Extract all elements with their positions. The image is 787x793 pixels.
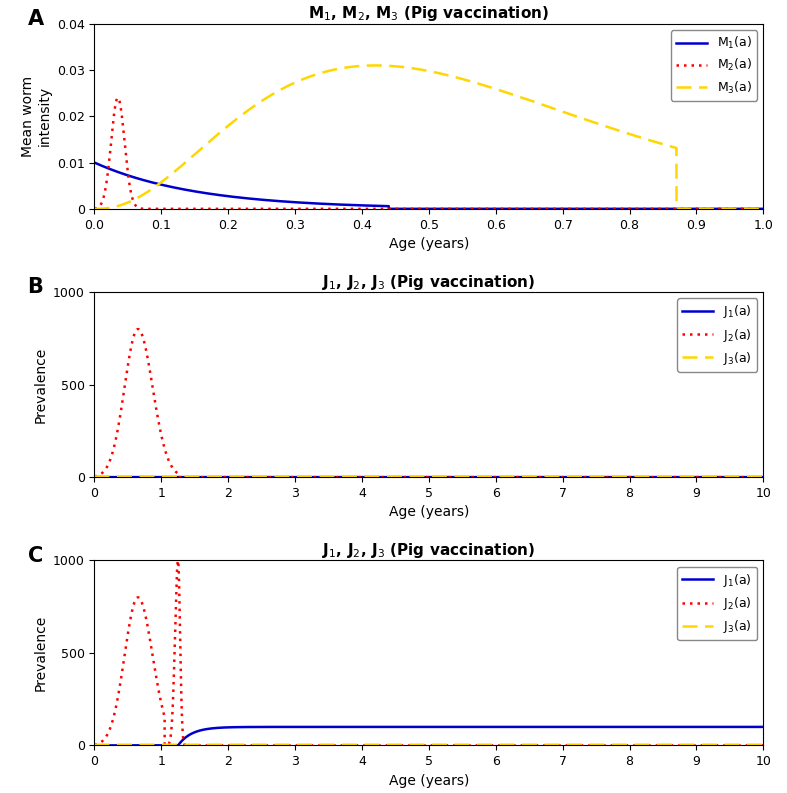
Legend: J$_1$(a), J$_2$(a), J$_3$(a): J$_1$(a), J$_2$(a), J$_3$(a) xyxy=(677,298,757,372)
Y-axis label: Prevalence: Prevalence xyxy=(33,347,47,423)
Text: B: B xyxy=(28,278,43,297)
Legend: M$_1$(a), M$_2$(a), M$_3$(a): M$_1$(a), M$_2$(a), M$_3$(a) xyxy=(671,30,757,101)
Legend: J$_1$(a), J$_2$(a), J$_3$(a): J$_1$(a), J$_2$(a), J$_3$(a) xyxy=(677,567,757,640)
Title: J$_1$, J$_2$, J$_3$ (Pig vaccination): J$_1$, J$_2$, J$_3$ (Pig vaccination) xyxy=(322,273,536,292)
Text: C: C xyxy=(28,546,42,565)
Text: A: A xyxy=(28,9,43,29)
X-axis label: Age (years): Age (years) xyxy=(389,774,469,787)
X-axis label: Age (years): Age (years) xyxy=(389,237,469,251)
Y-axis label: Mean worm
intensity: Mean worm intensity xyxy=(21,76,51,157)
Title: M$_1$, M$_2$, M$_3$ (Pig vaccination): M$_1$, M$_2$, M$_3$ (Pig vaccination) xyxy=(309,4,549,23)
Title: J$_1$, J$_2$, J$_3$ (Pig vaccination): J$_1$, J$_2$, J$_3$ (Pig vaccination) xyxy=(322,541,536,560)
Y-axis label: Prevalence: Prevalence xyxy=(33,615,47,691)
X-axis label: Age (years): Age (years) xyxy=(389,505,469,519)
